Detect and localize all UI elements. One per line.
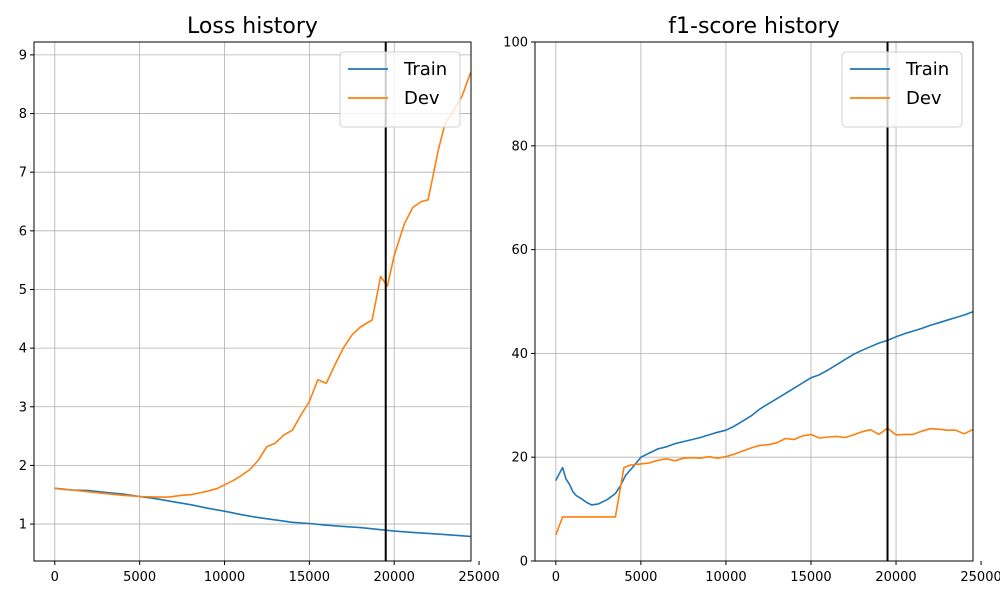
chart-title: f1-score history <box>668 14 839 39</box>
legend-label-dev: Dev <box>906 88 942 109</box>
x-tick-label: 0 <box>552 570 560 585</box>
y-tick-label: 3 <box>19 400 27 415</box>
axes-frame <box>33 41 472 562</box>
legend-label-dev: Dev <box>404 88 440 109</box>
legend-box <box>339 51 461 128</box>
legend-label-train: Train <box>905 59 949 80</box>
chart-panel-2: 0 5000 10000 15000 20000 25000 0 20 40 60 80 100 f1-… <box>503 14 1000 585</box>
x-tick-label: 15000 <box>289 570 330 585</box>
y-tick-label: 9 <box>19 48 27 63</box>
x-tick-label: 20000 <box>875 570 916 585</box>
y-tick-label: 7 <box>19 166 27 181</box>
legend: Train Dev <box>339 51 461 128</box>
y-tick-label: 6 <box>19 224 27 239</box>
x-tick-label: 25000 <box>960 570 1000 585</box>
series-line-dev <box>54 72 471 498</box>
series-line-train <box>555 311 973 506</box>
y-tick-label: 0 <box>520 555 528 570</box>
y-tick-label: 20 <box>511 451 528 466</box>
y-tick-label: 100 <box>503 36 528 51</box>
x-tick-label: 15000 <box>790 570 831 585</box>
x-tick-label: 10000 <box>705 570 746 585</box>
x-tick-label: 5000 <box>123 570 156 585</box>
x-tick-label: 5000 <box>624 570 657 585</box>
legend: Train Dev <box>841 51 963 128</box>
x-tick-label: 10000 <box>204 570 245 585</box>
chart-panel-1: 0 5000 10000 15000 20000 25000 1 2 3 4 5 6 7 8 9 Loss h… <box>19 14 500 585</box>
axes-frame <box>534 41 974 562</box>
y-tick-label: 5 <box>19 283 27 298</box>
x-tick-label: 25000 <box>458 570 499 585</box>
y-tick-label: 80 <box>511 139 528 154</box>
legend-box <box>841 51 963 128</box>
x-tick-label: 20000 <box>374 570 415 585</box>
x-tick-label: 0 <box>51 570 59 585</box>
chart-title: Loss history <box>187 14 318 39</box>
series-line-dev <box>555 427 973 536</box>
series-line-train <box>54 487 471 538</box>
y-tick-label: 60 <box>511 243 528 258</box>
y-tick-label: 2 <box>19 459 27 474</box>
y-tick-label: 40 <box>511 347 528 362</box>
y-tick-label: 1 <box>19 518 27 533</box>
y-tick-label: 4 <box>19 342 27 357</box>
legend-label-train: Train <box>403 59 447 80</box>
y-tick-label: 8 <box>19 107 27 122</box>
